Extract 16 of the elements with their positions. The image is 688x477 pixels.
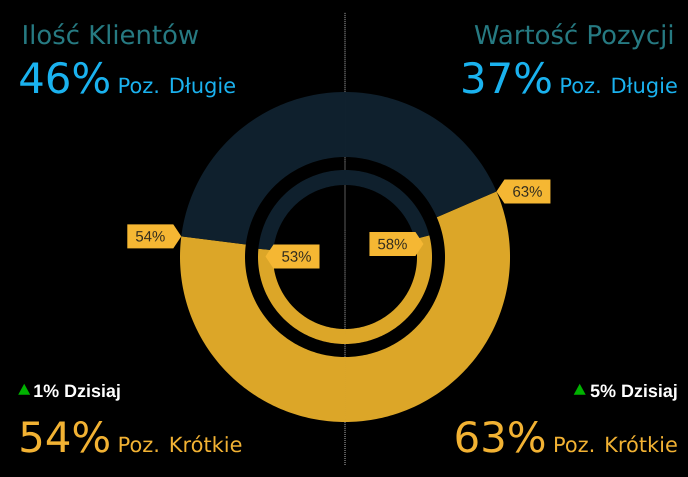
text: 63%	[513, 186, 542, 197]
data-label: 63%	[456, 420, 544, 453]
slice-label: Poz. Krótkie	[120, 435, 242, 452]
slice-label: Poz. Długie	[120, 77, 235, 98]
text: 5% Dzisiaj	[590, 384, 677, 401]
data-label: 37%	[463, 62, 551, 94]
slice-label: Poz. Krótkie	[555, 435, 677, 452]
chart-title: Ilość Klientów	[24, 23, 198, 44]
chart-title: Wartość Pozycji	[474, 23, 672, 50]
data-label: 46%	[20, 62, 109, 94]
data-label: 53%	[282, 251, 311, 262]
data-label: 54%	[21, 420, 109, 453]
text: 54%	[136, 231, 165, 242]
text: 1% Dzisiaj	[34, 384, 120, 401]
slice-label: Poz. Długie	[561, 77, 677, 98]
data-label: 58%	[378, 238, 407, 250]
